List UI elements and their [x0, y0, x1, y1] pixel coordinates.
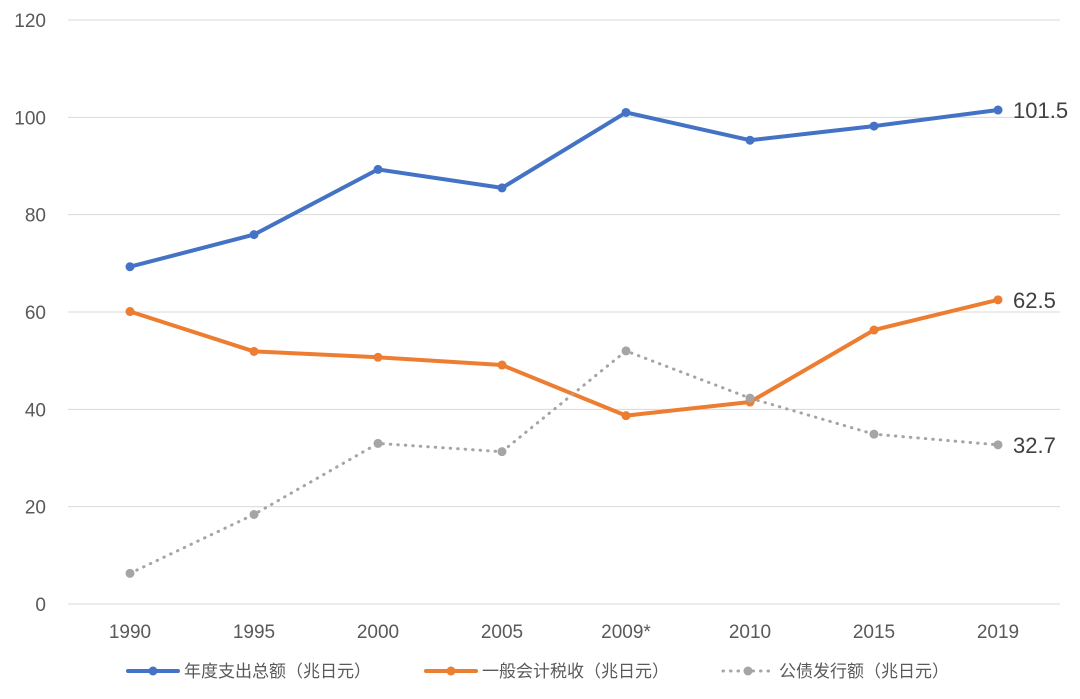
y-tick-label: 40 — [25, 400, 46, 421]
legend-item-3: 公债发行额（兆日元） — [721, 662, 949, 682]
series-3: 32.7 — [125, 346, 1056, 578]
data-point — [745, 393, 755, 403]
data-point — [125, 262, 135, 272]
legend-label: 一般会计税收（兆日元） — [482, 662, 669, 682]
data-point — [869, 429, 879, 439]
y-tick-label: 80 — [25, 206, 46, 227]
legend-item-2: 一般会计税收（兆日元） — [424, 662, 669, 682]
data-point — [373, 164, 383, 174]
data-point — [125, 568, 135, 578]
y-axis-ticks: 0 20 40 60 80 100 120 — [14, 11, 46, 616]
data-point — [249, 346, 259, 356]
y-tick-label: 60 — [25, 303, 46, 324]
end-value-label: 32.7 — [1013, 433, 1056, 458]
grid-lines — [68, 19, 1060, 605]
y-tick-label: 100 — [14, 108, 46, 129]
data-point — [993, 105, 1003, 115]
end-value-label: 101.5 — [1013, 98, 1068, 123]
series-line — [128, 349, 1000, 575]
x-axis-ticks: 1990 1995 2000 2005 2009* 2010 2015 2019 — [109, 622, 1019, 643]
legend-marker — [446, 666, 456, 676]
legend-marker — [743, 666, 753, 676]
data-point — [497, 360, 507, 370]
y-tick-label: 0 — [35, 595, 46, 616]
data-point — [249, 230, 259, 240]
x-tick-label: 2015 — [853, 622, 895, 643]
data-point — [497, 447, 507, 457]
y-tick-label: 120 — [14, 11, 46, 32]
data-point — [869, 121, 879, 131]
x-tick-label: 2010 — [729, 622, 771, 643]
data-point — [373, 438, 383, 448]
series-2: 62.5 — [125, 288, 1056, 421]
x-tick-label: 1995 — [233, 622, 275, 643]
data-point — [497, 183, 507, 193]
series-1: 101.5 — [125, 98, 1068, 272]
legend-label: 年度支出总额（兆日元） — [184, 662, 371, 682]
y-tick-label: 20 — [25, 498, 46, 519]
series-lines: 101.5 62.5 32.7 — [125, 98, 1068, 578]
data-point — [621, 346, 631, 356]
data-point — [621, 107, 631, 117]
data-point — [125, 307, 135, 317]
series-line — [128, 108, 1000, 269]
x-tick-label: 2000 — [357, 622, 399, 643]
legend-label: 公债发行额（兆日元） — [779, 662, 949, 682]
end-value-label: 62.5 — [1013, 288, 1056, 313]
data-point — [621, 411, 631, 421]
data-point — [869, 325, 879, 335]
data-point — [993, 295, 1003, 305]
data-point — [373, 352, 383, 362]
legend-item-1: 年度支出总额（兆日元） — [126, 662, 371, 682]
x-tick-label: 2009* — [601, 622, 651, 643]
x-tick-label: 1990 — [109, 622, 151, 643]
x-tick-label: 2019 — [977, 622, 1019, 643]
series-line — [128, 297, 1000, 418]
data-point — [993, 440, 1003, 450]
legend-marker — [148, 666, 158, 676]
legend: 年度支出总额（兆日元） 一般会计税收（兆日元） 公债发行额（兆日元） — [126, 662, 949, 682]
data-point — [249, 509, 259, 519]
data-point — [745, 135, 755, 145]
x-tick-label: 2005 — [481, 622, 523, 643]
